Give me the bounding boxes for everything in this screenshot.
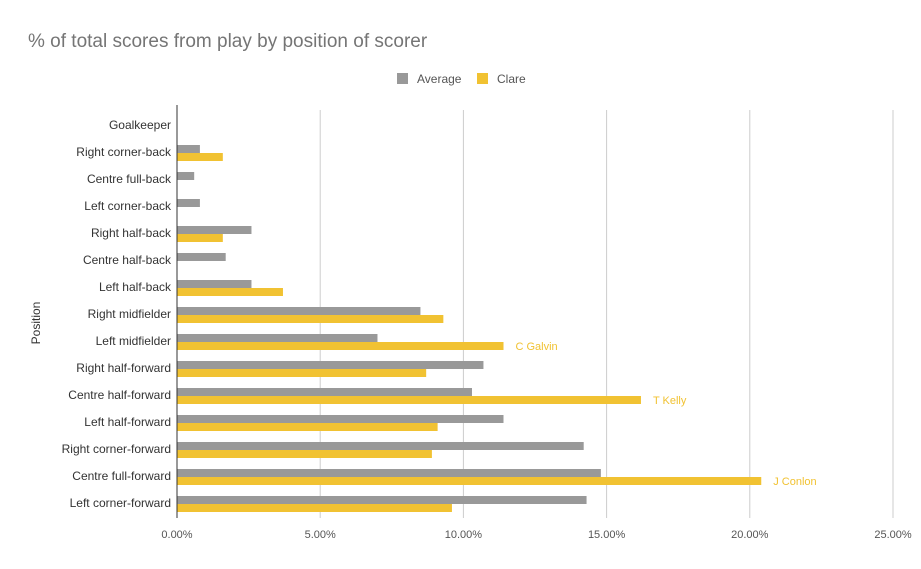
x-tick-label: 15.00% (588, 529, 626, 541)
legend-swatch-clare (477, 73, 488, 84)
legend: Average Clare (397, 72, 526, 86)
bar-clare (177, 396, 641, 404)
bar-average (177, 172, 195, 180)
bars (177, 145, 762, 512)
category-label: Left corner-back (84, 199, 172, 213)
bar-clare (177, 477, 762, 485)
category-label: Centre full-back (87, 172, 172, 186)
category-label: Right midfielder (88, 307, 171, 321)
bar-clare (177, 234, 223, 242)
bar-clare (177, 369, 427, 377)
chart-title: % of total scores from play by position … (28, 31, 428, 52)
legend-swatch-average (397, 73, 408, 84)
category-label: Right half-back (91, 226, 172, 240)
x-tick-label: 25.00% (874, 529, 912, 541)
bar-clare (177, 504, 452, 512)
category-label: Left half-forward (84, 415, 171, 429)
x-tick-label: 20.00% (731, 529, 769, 541)
category-label: Left corner-forward (70, 496, 171, 510)
bar-average (177, 226, 252, 234)
x-tick-label: 0.00% (161, 529, 192, 541)
bar-clare (177, 342, 504, 350)
data-annotation: J Conlon (773, 476, 816, 488)
x-tick-labels: 0.00% 5.00% 10.00% 15.00% 20.00% 25.00% (161, 529, 911, 541)
bar-average (177, 469, 601, 477)
bar-average (177, 334, 378, 342)
bar-clare (177, 153, 223, 161)
category-label: Centre half-back (83, 253, 172, 267)
category-label: Right half-forward (76, 361, 171, 375)
bar-average (177, 253, 226, 261)
bar-average (177, 145, 200, 153)
bar-average (177, 442, 584, 450)
bar-average (177, 388, 472, 396)
category-label: Right corner-back (76, 145, 172, 159)
bar-clare (177, 423, 438, 431)
x-tick-label: 10.00% (445, 529, 483, 541)
data-annotation: C Galvin (515, 341, 557, 353)
bar-average (177, 496, 587, 504)
category-label: Left midfielder (96, 334, 171, 348)
category-label: Right corner-forward (62, 442, 171, 456)
category-labels: Goalkeeper Right corner-back Centre full-b… (62, 118, 172, 510)
bar-average (177, 415, 504, 423)
category-label: Goalkeeper (109, 118, 171, 132)
annotations: C Galvin T Kelly J Conlon (515, 341, 816, 488)
x-tick-label: 5.00% (305, 529, 336, 541)
y-axis-title: Position (29, 302, 43, 345)
legend-label-average: Average (417, 72, 462, 86)
bar-average (177, 199, 200, 207)
bar-average (177, 307, 421, 315)
data-annotation: T Kelly (653, 395, 687, 407)
bar-average (177, 361, 484, 369)
legend-label-clare: Clare (497, 72, 526, 86)
bar-clare (177, 450, 432, 458)
bar-clare (177, 315, 444, 323)
bar-clare (177, 288, 283, 296)
category-label: Centre full-forward (72, 469, 171, 483)
bar-average (177, 280, 252, 288)
category-label: Left half-back (99, 280, 172, 294)
category-label: Centre half-forward (68, 388, 171, 402)
